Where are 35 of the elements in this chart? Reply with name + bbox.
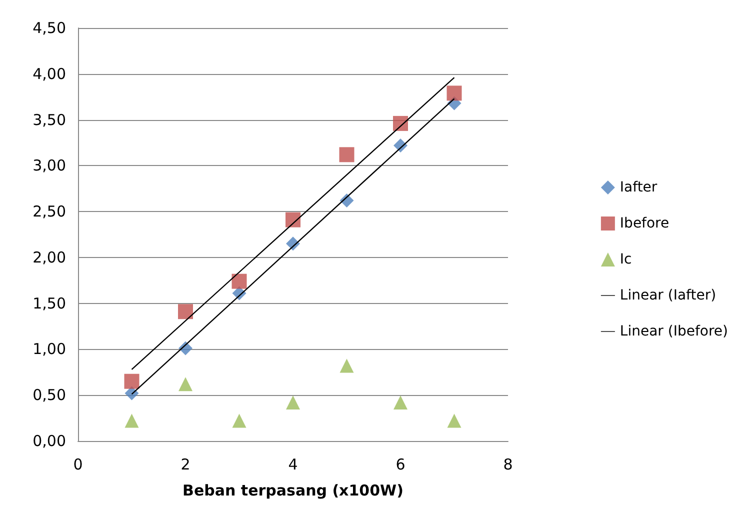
point xyxy=(178,304,193,320)
point xyxy=(286,395,300,410)
y-tick-label: 4,50 xyxy=(32,19,66,37)
legend-label: Iafter xyxy=(620,180,658,196)
point xyxy=(394,395,408,410)
legend-label: Ibefore xyxy=(620,216,670,232)
x-tick-label: 6 xyxy=(396,456,406,474)
x-tick-label: 8 xyxy=(503,456,513,474)
point xyxy=(447,414,462,428)
y-tick-label: 0,00 xyxy=(32,432,66,450)
point xyxy=(446,86,462,101)
point xyxy=(124,414,139,428)
y-tick-label: 3,00 xyxy=(32,156,66,175)
legend-label: Linear (Ibefore) xyxy=(620,324,728,340)
point xyxy=(340,358,354,373)
x-axis-title: Beban terpasang (x100W) xyxy=(182,482,404,500)
y-tick-label: 4,00 xyxy=(32,64,66,83)
x-tick-label: 2 xyxy=(180,456,190,474)
y-tick-label: 2,50 xyxy=(32,202,66,221)
x-tick-label: 0 xyxy=(73,456,83,474)
point xyxy=(124,374,140,389)
y-tick-label: 1,50 xyxy=(32,294,66,312)
point xyxy=(339,147,354,162)
y-tick-label: 1,00 xyxy=(32,340,66,358)
point xyxy=(286,212,300,228)
legend-label: Linear (Iafter) xyxy=(620,288,716,304)
x-tick-label: 4 xyxy=(288,456,298,474)
point xyxy=(232,414,246,428)
y-tick-label: 0,50 xyxy=(32,386,66,404)
point xyxy=(393,116,408,131)
legend-label: Ic xyxy=(620,252,632,268)
y-tick-label: 2,00 xyxy=(32,248,66,266)
y-tick-label: 3,50 xyxy=(32,110,66,129)
point xyxy=(232,274,247,289)
point xyxy=(178,377,192,392)
